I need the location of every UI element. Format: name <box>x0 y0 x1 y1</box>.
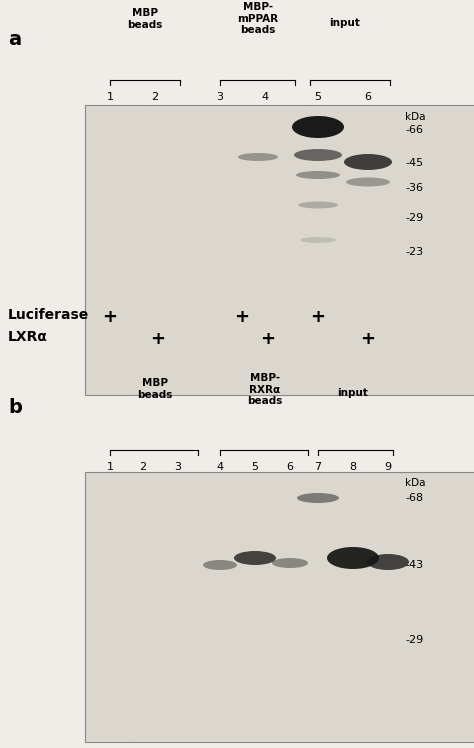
Text: +: + <box>310 308 326 326</box>
Text: 7: 7 <box>314 462 321 472</box>
Text: 2: 2 <box>151 92 159 102</box>
Ellipse shape <box>297 493 339 503</box>
Text: -68: -68 <box>405 493 423 503</box>
Text: 5: 5 <box>252 462 258 472</box>
Text: -29: -29 <box>405 213 423 223</box>
Text: +: + <box>235 308 249 326</box>
Text: Luciferase: Luciferase <box>8 308 89 322</box>
Ellipse shape <box>346 177 390 186</box>
Text: 4: 4 <box>262 92 269 102</box>
Ellipse shape <box>234 551 276 565</box>
Text: 1: 1 <box>107 92 113 102</box>
Text: 4: 4 <box>217 462 224 472</box>
Text: 5: 5 <box>315 92 321 102</box>
Ellipse shape <box>300 237 336 243</box>
Text: MBP
beads: MBP beads <box>137 378 173 399</box>
Ellipse shape <box>327 547 379 569</box>
Text: 9: 9 <box>384 462 392 472</box>
Ellipse shape <box>367 554 409 570</box>
Ellipse shape <box>296 171 340 179</box>
Text: -43: -43 <box>405 560 423 570</box>
Text: MBP
beads: MBP beads <box>128 8 163 30</box>
Ellipse shape <box>344 154 392 170</box>
Ellipse shape <box>294 149 342 161</box>
Ellipse shape <box>292 116 344 138</box>
Text: -36: -36 <box>405 183 423 193</box>
Text: 3: 3 <box>217 92 224 102</box>
Text: +: + <box>361 330 375 348</box>
Text: MBP-
mPPAR
beads: MBP- mPPAR beads <box>237 2 279 35</box>
Text: input: input <box>337 388 368 398</box>
Text: 6: 6 <box>365 92 372 102</box>
Text: kDa: kDa <box>405 112 426 122</box>
Ellipse shape <box>272 558 308 568</box>
Ellipse shape <box>238 153 278 161</box>
Text: +: + <box>261 330 275 348</box>
Text: 3: 3 <box>174 462 182 472</box>
Text: +: + <box>102 308 118 326</box>
Ellipse shape <box>298 201 338 209</box>
Text: 2: 2 <box>139 462 146 472</box>
Ellipse shape <box>203 560 237 570</box>
Bar <box>85 105 474 395</box>
Text: -23: -23 <box>405 247 423 257</box>
Text: a: a <box>8 30 21 49</box>
Bar <box>85 472 474 742</box>
Text: MBP-
RXRα
beads: MBP- RXRα beads <box>247 373 283 406</box>
Text: LXRα: LXRα <box>8 330 48 344</box>
Text: 1: 1 <box>107 462 113 472</box>
Text: -66: -66 <box>405 125 423 135</box>
Text: +: + <box>151 330 165 348</box>
Text: input: input <box>329 18 360 28</box>
Text: -29: -29 <box>405 635 423 645</box>
Text: b: b <box>8 398 22 417</box>
Text: 8: 8 <box>349 462 356 472</box>
Text: -45: -45 <box>405 158 423 168</box>
Text: 6: 6 <box>286 462 293 472</box>
Text: kDa: kDa <box>405 478 426 488</box>
